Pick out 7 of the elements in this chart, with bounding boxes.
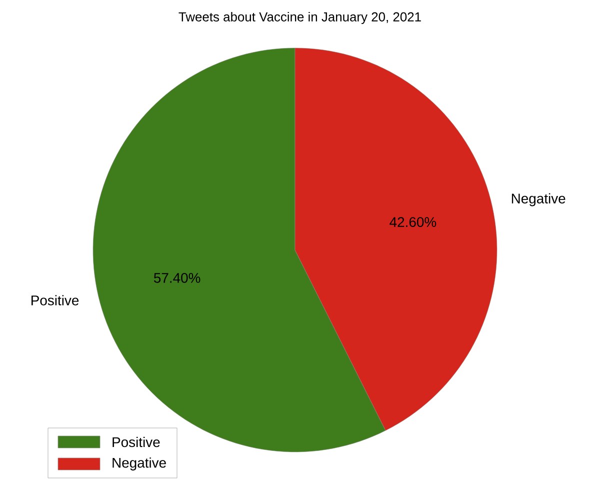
- data-label: 42.60%: [390, 217, 436, 228]
- slice-label: Negative: [512, 193, 566, 206]
- legend-label: Positive: [112, 436, 160, 448]
- chart-title: Tweets about Vaccine in January 20, 2021: [178, 12, 421, 24]
- data-label: 57.40%: [154, 272, 200, 283]
- slice-label: Positive: [32, 295, 79, 306]
- legend-label: Negative: [112, 457, 166, 470]
